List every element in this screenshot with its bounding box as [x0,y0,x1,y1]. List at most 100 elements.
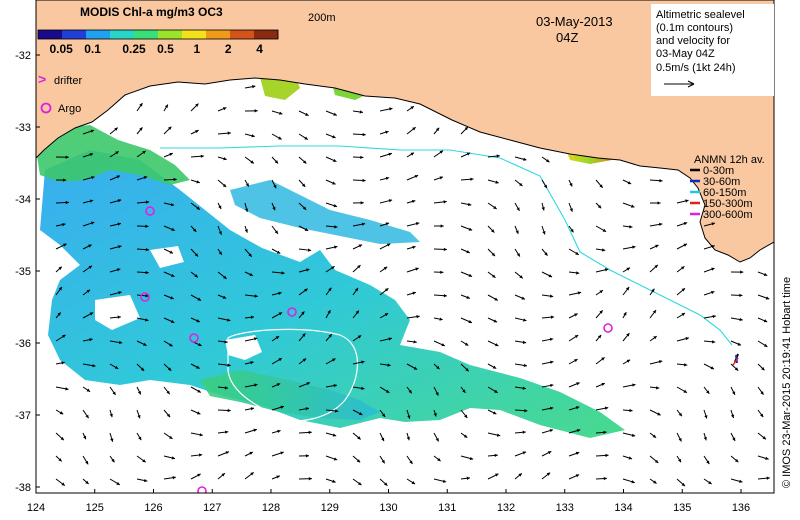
velocity-arrow [109,386,116,396]
velocity-arrow [352,478,362,486]
velocity-arrow [163,202,175,207]
velocity-arrow [406,291,417,296]
velocity-arrow [487,340,499,347]
velocity-arrow [325,358,336,365]
velocity-arrow [217,294,227,299]
velocity-arrow [109,315,121,319]
velocity-arrow [298,333,306,342]
velocity-arrow [82,478,89,485]
argo-floats [140,206,613,493]
velocity-arrow [514,409,528,413]
velocity-arrow [703,222,716,227]
velocity-arrow [325,225,338,229]
velocity-arrow [460,409,468,419]
velocity-arrow [406,363,418,370]
velocity-arrow [190,409,201,415]
velocity-arrow [757,476,770,480]
velocity-arrow [649,455,659,464]
velocity-arrow [757,409,764,418]
lon-tick-label: 124 [27,502,45,514]
velocity-arrow [433,224,444,228]
velocity-arrow [514,472,523,480]
velocity-arrow [163,126,172,135]
velocity-arrow [163,476,176,480]
latitude-axis: -32 -33 -34 -35 -36 -37 -38 [15,50,40,494]
velocity-arrow [109,363,119,370]
velocity-arrow [649,244,659,250]
velocity-arrow [703,290,715,296]
velocity-arrow [676,337,690,342]
velocity-arrow [595,453,609,458]
velocity-arrow [82,129,95,135]
altimetry-line-4: 03-May 04Z [656,48,715,60]
velocity-arrow [433,409,437,417]
velocity-arrow [649,409,661,416]
velocity-arrow [487,473,499,480]
velocity-arrow [190,317,201,323]
velocity-arrow [55,178,67,182]
velocity-arrow [622,359,631,365]
velocity-arrow [622,432,636,437]
velocity-arrow [406,315,420,319]
chlorophyll-patches [36,18,690,438]
velocity-arrow [136,294,149,298]
velocity-arrow [595,382,606,388]
velocity-arrow [190,202,201,210]
lat-tick-label: -34 [15,194,31,206]
velocity-arrow [136,340,147,346]
velocity-arrow [271,357,283,365]
velocity-arrow [244,248,253,258]
velocity-arrow [568,334,579,342]
colorbar: MODIS Chl-a mg/m3 OC3 0.05 0.1 0.25 0.5 1 2 4 [37,5,279,56]
velocity-arrow [595,309,604,319]
velocity-arrow [109,175,121,181]
velocity-arrow [352,110,364,114]
velocity-arrow [352,432,361,440]
anmn-legend-label: 150-300m [703,198,753,210]
velocity-arrow [55,243,67,250]
velocity-arrow [406,267,419,273]
velocity-arrow [433,478,447,483]
velocity-arrow [136,127,143,135]
velocity-arrow [487,294,499,301]
velocity-arrow [568,313,578,319]
velocity-arrow [514,156,527,161]
velocity-arrow [298,288,308,296]
velocity-arrow [514,202,520,212]
velocity-arrow [460,294,471,299]
velocity-arrow [244,315,255,319]
argo-legend-label: Argo [58,103,81,115]
marker-legend: > drifter Argo [38,71,82,115]
velocity-arrow [541,248,548,257]
velocity-arrow [649,309,657,319]
velocity-arrow [568,451,580,457]
velocity-arrow [622,408,633,413]
velocity-arrow [163,340,173,347]
velocity-arrow [433,200,447,204]
velocity-arrow [514,225,519,235]
velocity-arrow [703,340,716,344]
velocity-arrow [568,474,580,480]
velocity-arrow [136,317,149,322]
velocity-arrow [352,244,363,250]
velocity-arrow [325,383,337,388]
velocity-arrow [163,317,175,324]
velocity-arrow [757,455,769,460]
velocity-arrow [109,199,122,204]
cloud-gap-3 [150,246,184,268]
credit-text: © IMOS 23-Mar-2015 20:19:41 Hobart time [781,277,793,488]
velocity-arrow [271,429,281,434]
velocity-arrow [487,317,498,323]
velocity-arrow [406,432,410,441]
velocity-arrow [541,406,554,411]
map-frame [35,0,775,494]
velocity-arrow [730,340,742,346]
velocity-arrow [703,409,708,419]
altimetry-line-1: Altimetric sealevel [656,9,745,21]
argo-marker [140,292,150,302]
velocity-arrow [730,363,739,371]
velocity-arrow [757,294,770,300]
velocity-arrow [109,127,119,135]
longitude-axis: 124 125 126 127 128 129 130 131 132 133 134 135 136 [27,489,750,514]
lon-tick-label: 135 [673,502,691,514]
